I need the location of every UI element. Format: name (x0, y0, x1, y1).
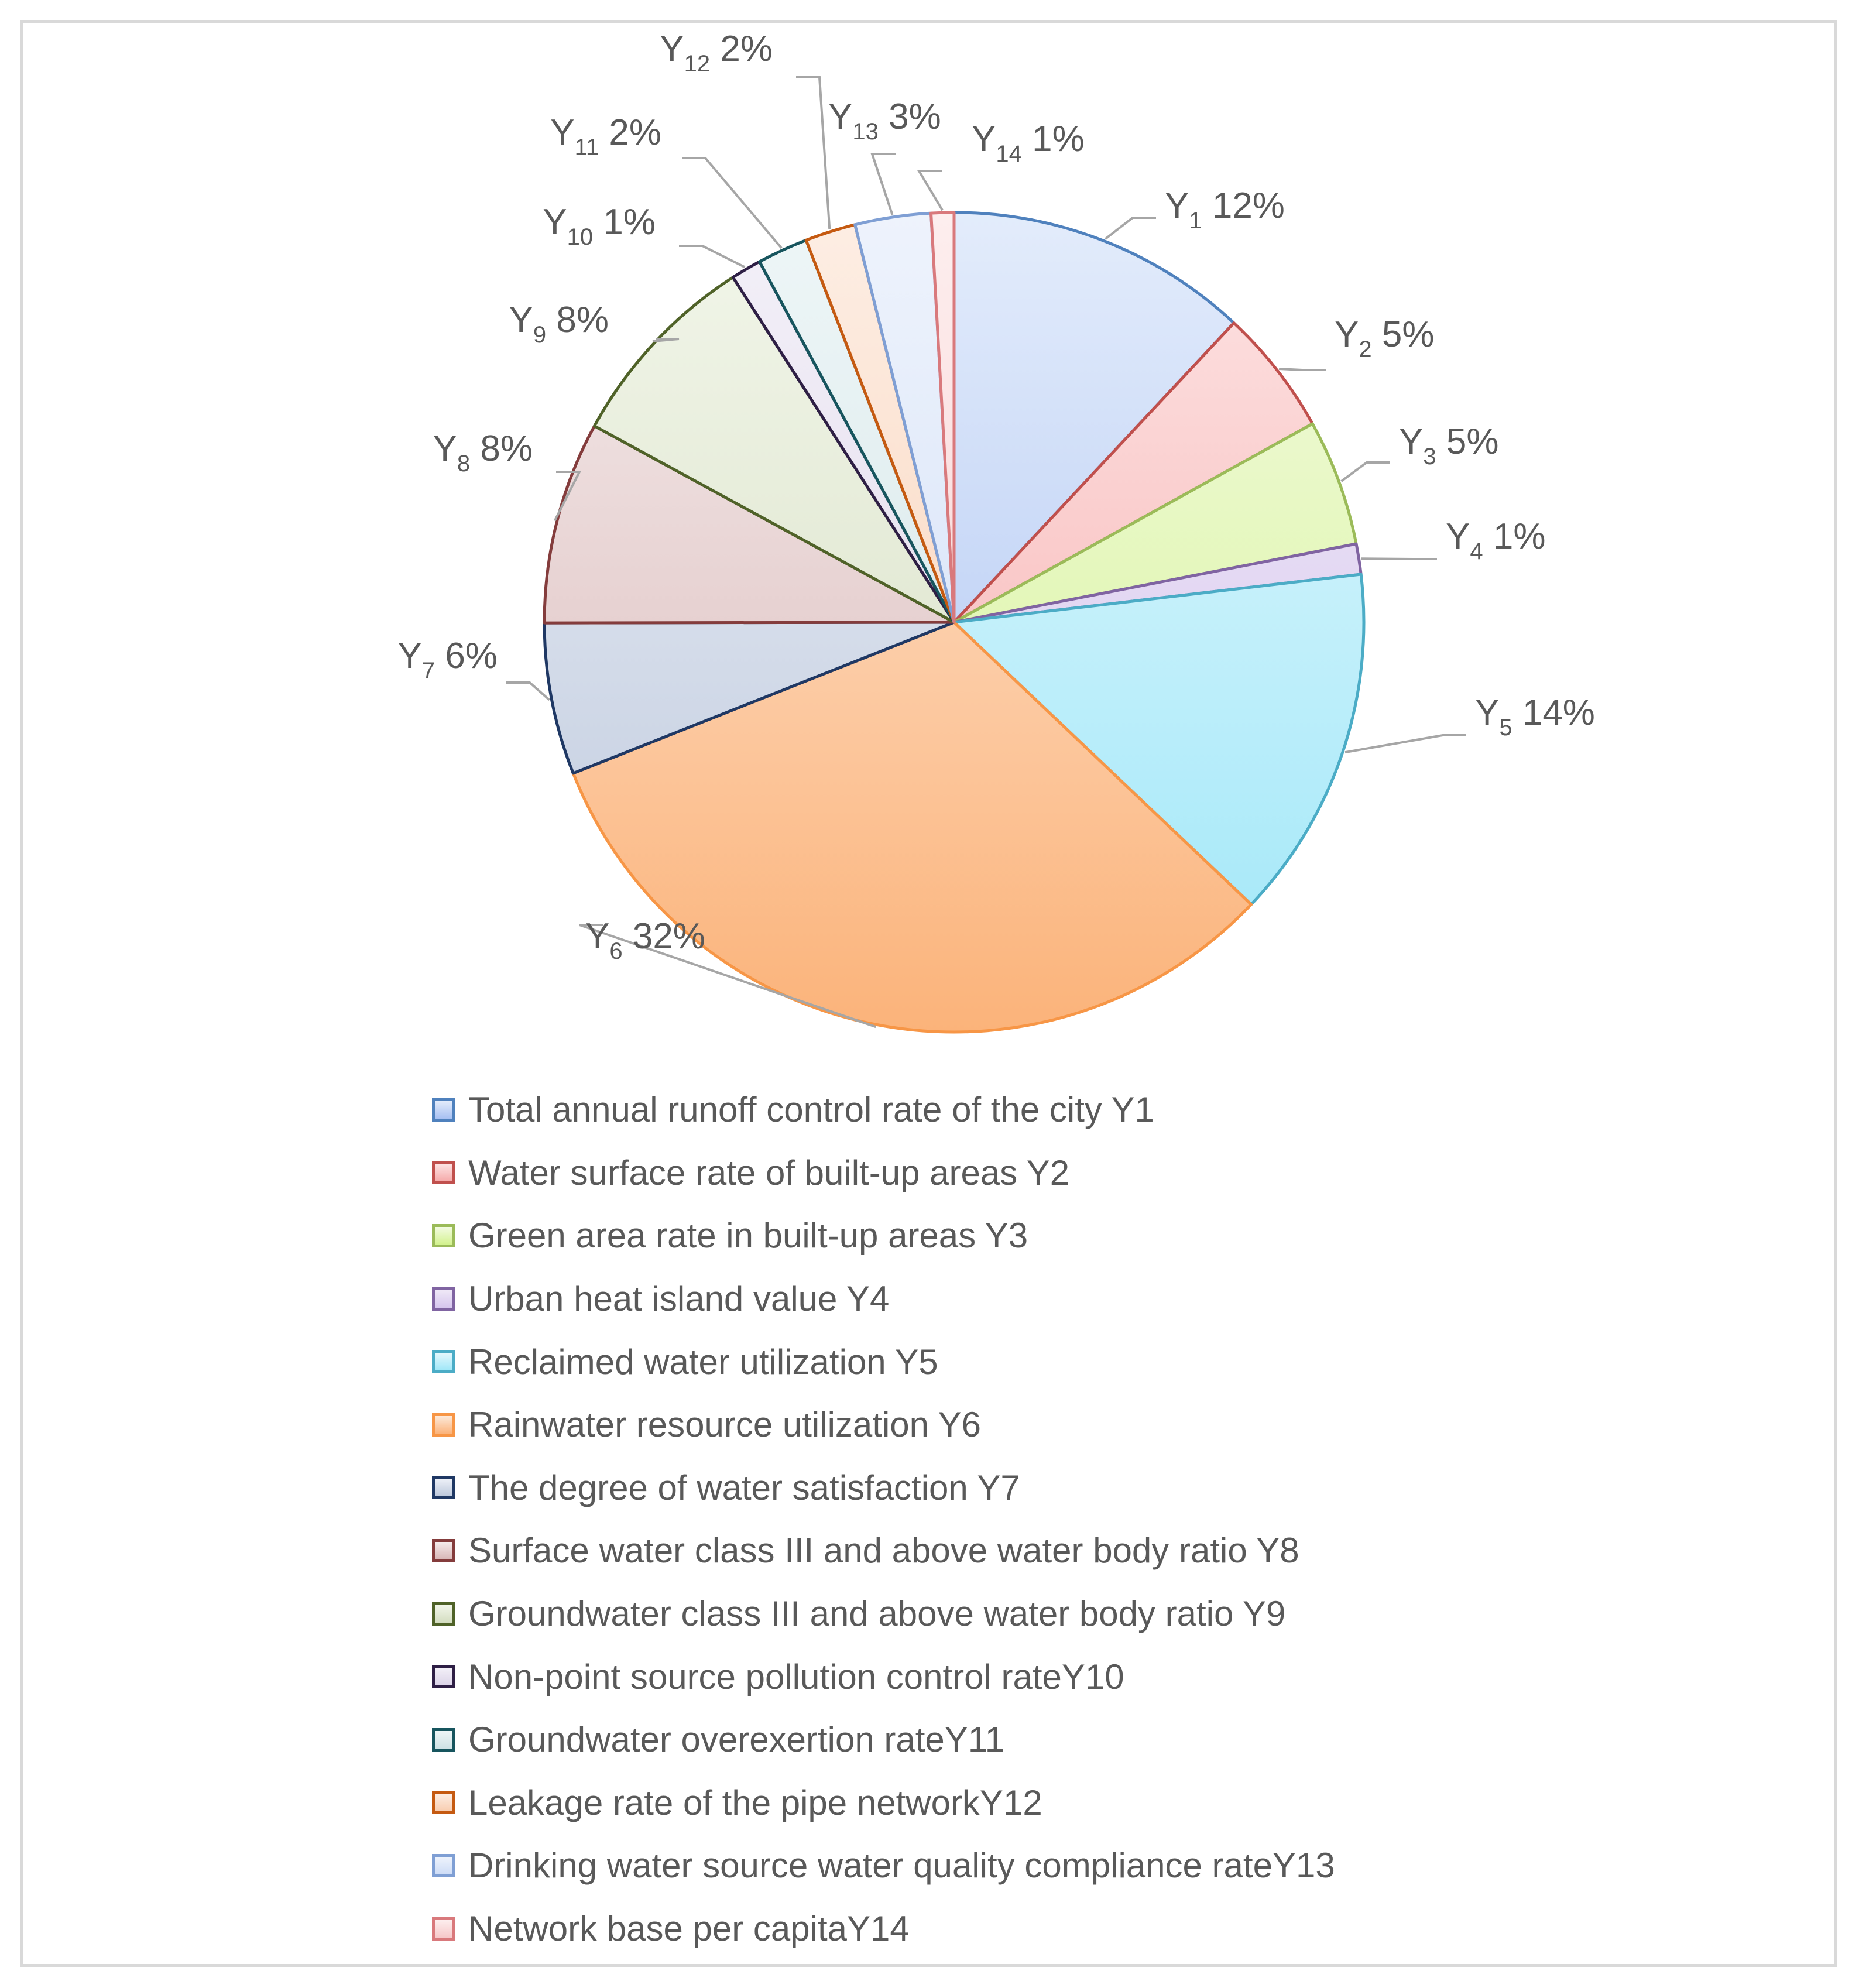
legend: Total annual runoff control rate of the … (432, 1078, 1825, 1960)
legend-swatch (432, 1350, 455, 1374)
data-label-y11: Y11 2% (550, 112, 661, 160)
legend-swatch (432, 1791, 455, 1815)
legend-label: Urban heat island value Y4 (468, 1279, 890, 1319)
data-label-y14: Y14 1% (972, 119, 1085, 167)
pie-slice-y8 (543, 424, 956, 625)
legend-swatch (432, 1917, 455, 1941)
leader-line-y3 (1340, 461, 1390, 482)
legend-swatch (432, 1665, 455, 1689)
legend-swatch (432, 1538, 455, 1562)
data-label-y9: Y9 8% (509, 300, 609, 348)
data-label-y5: Y5 14% (1475, 693, 1595, 741)
data-label-y4: Y4 1% (1446, 516, 1545, 564)
pie-slice-y1 (952, 211, 1236, 624)
legend-item-y9: Groundwater class III and above water bo… (432, 1582, 1825, 1646)
legend-item-y3: Green area rate in built-up areas Y3 (432, 1204, 1825, 1267)
leader-line-y13 (870, 153, 896, 215)
pie-slice-y7 (543, 621, 956, 775)
legend-swatch (432, 1413, 455, 1437)
leader-line-y11 (682, 157, 783, 249)
legend-swatch (432, 1161, 455, 1185)
legend-item-y1: Total annual runoff control rate of the … (432, 1078, 1825, 1142)
legend-label: Non-point source pollution control rateY… (468, 1657, 1124, 1696)
legend-item-y7: The degree of water satisfaction Y7 (432, 1456, 1825, 1520)
legend-swatch (432, 1223, 455, 1247)
legend-label: Groundwater class III and above water bo… (468, 1594, 1286, 1634)
pie-chart: Y1 12% Y2 5% Y3 5% Y4 1% Y5 14% Y6 32% Y7 6% Y8… (398, 29, 1595, 1034)
pie-slice-y9 (593, 276, 956, 624)
pie-slices (543, 211, 1366, 1034)
legend-item-y2: Water surface rate of built-up areas Y2 (432, 1142, 1825, 1205)
legend-item-y11: Groundwater overexertion rateY11 (432, 1708, 1825, 1771)
data-label-y10: Y10 1% (543, 202, 656, 250)
legend-item-y13: Drinking water source water quality comp… (432, 1834, 1825, 1897)
legend-swatch (432, 1727, 455, 1752)
data-label-y7: Y7 6% (398, 636, 498, 684)
legend-item-y4: Urban heat island value Y4 (432, 1267, 1825, 1331)
legend-label: Network base per capitaY14 (468, 1909, 910, 1949)
legend-item-y8: Surface water class III and above water … (432, 1519, 1825, 1582)
leader-line-y4 (1361, 557, 1437, 560)
legend-label: Total annual runoff control rate of the … (468, 1090, 1154, 1130)
legend-label: The degree of water satisfaction Y7 (468, 1468, 1020, 1507)
data-label-y8: Y8 8% (433, 429, 533, 477)
leader-lines (506, 76, 1466, 1029)
pie-slice-y5 (952, 573, 1366, 906)
legend-swatch (432, 1853, 455, 1877)
data-labels: Y1 12% Y2 5% Y3 5% Y4 1% Y5 14% Y6 32% Y7 6% Y8… (398, 29, 1595, 964)
legend-label: Drinking water source water quality comp… (468, 1846, 1335, 1886)
legend-swatch (432, 1287, 455, 1311)
leader-line-y7 (506, 681, 550, 701)
legend-item-y12: Leakage rate of the pipe networkY12 (432, 1771, 1825, 1835)
legend-item-y6: Rainwater resource utilization Y6 (432, 1393, 1825, 1456)
legend-label: Green area rate in built-up areas Y3 (468, 1216, 1028, 1256)
legend-item-y5: Reclaimed water utilization Y5 (432, 1330, 1825, 1393)
legend-item-y10: Non-point source pollution control rateY… (432, 1645, 1825, 1708)
leader-line-y10 (679, 245, 746, 269)
leader-line-y2 (1278, 368, 1326, 371)
pie-slice-y6 (571, 621, 1253, 1034)
data-label-y3: Y3 5% (1399, 421, 1498, 469)
legend-swatch (432, 1602, 455, 1626)
legend-label: Groundwater overexertion rateY11 (468, 1720, 1005, 1760)
data-label-y6: Y6 32% (585, 916, 705, 964)
data-label-y13: Y13 3% (828, 97, 941, 145)
legend-label: Surface water class III and above water … (468, 1531, 1299, 1571)
legend-label: Reclaimed water utilization Y5 (468, 1342, 938, 1382)
pie-slice-y2 (952, 321, 1314, 624)
legend-item-y14: Network base per capitaY14 (432, 1897, 1825, 1960)
leader-line-y8 (553, 471, 582, 522)
legend-label: Leakage rate of the pipe networkY12 (468, 1783, 1042, 1822)
leader-line-y9 (652, 338, 680, 343)
legend-label: Rainwater resource utilization Y6 (468, 1405, 982, 1445)
leader-line-y5 (1344, 734, 1466, 754)
legend-label: Water surface rate of built-up areas Y2 (468, 1153, 1070, 1192)
leader-line-y1 (1105, 217, 1156, 240)
leader-line-y14 (917, 170, 944, 211)
leader-line-y12 (796, 76, 831, 230)
legend-swatch (432, 1476, 455, 1500)
pie-slice-y14 (930, 211, 956, 624)
data-label-y1: Y1 12% (1165, 186, 1285, 234)
pie-slice-y3 (952, 422, 1358, 624)
data-label-y12: Y12 2% (660, 29, 773, 77)
leader-line-y6 (579, 924, 876, 1029)
data-label-y2: Y2 5% (1335, 314, 1434, 362)
legend-swatch (432, 1098, 455, 1122)
